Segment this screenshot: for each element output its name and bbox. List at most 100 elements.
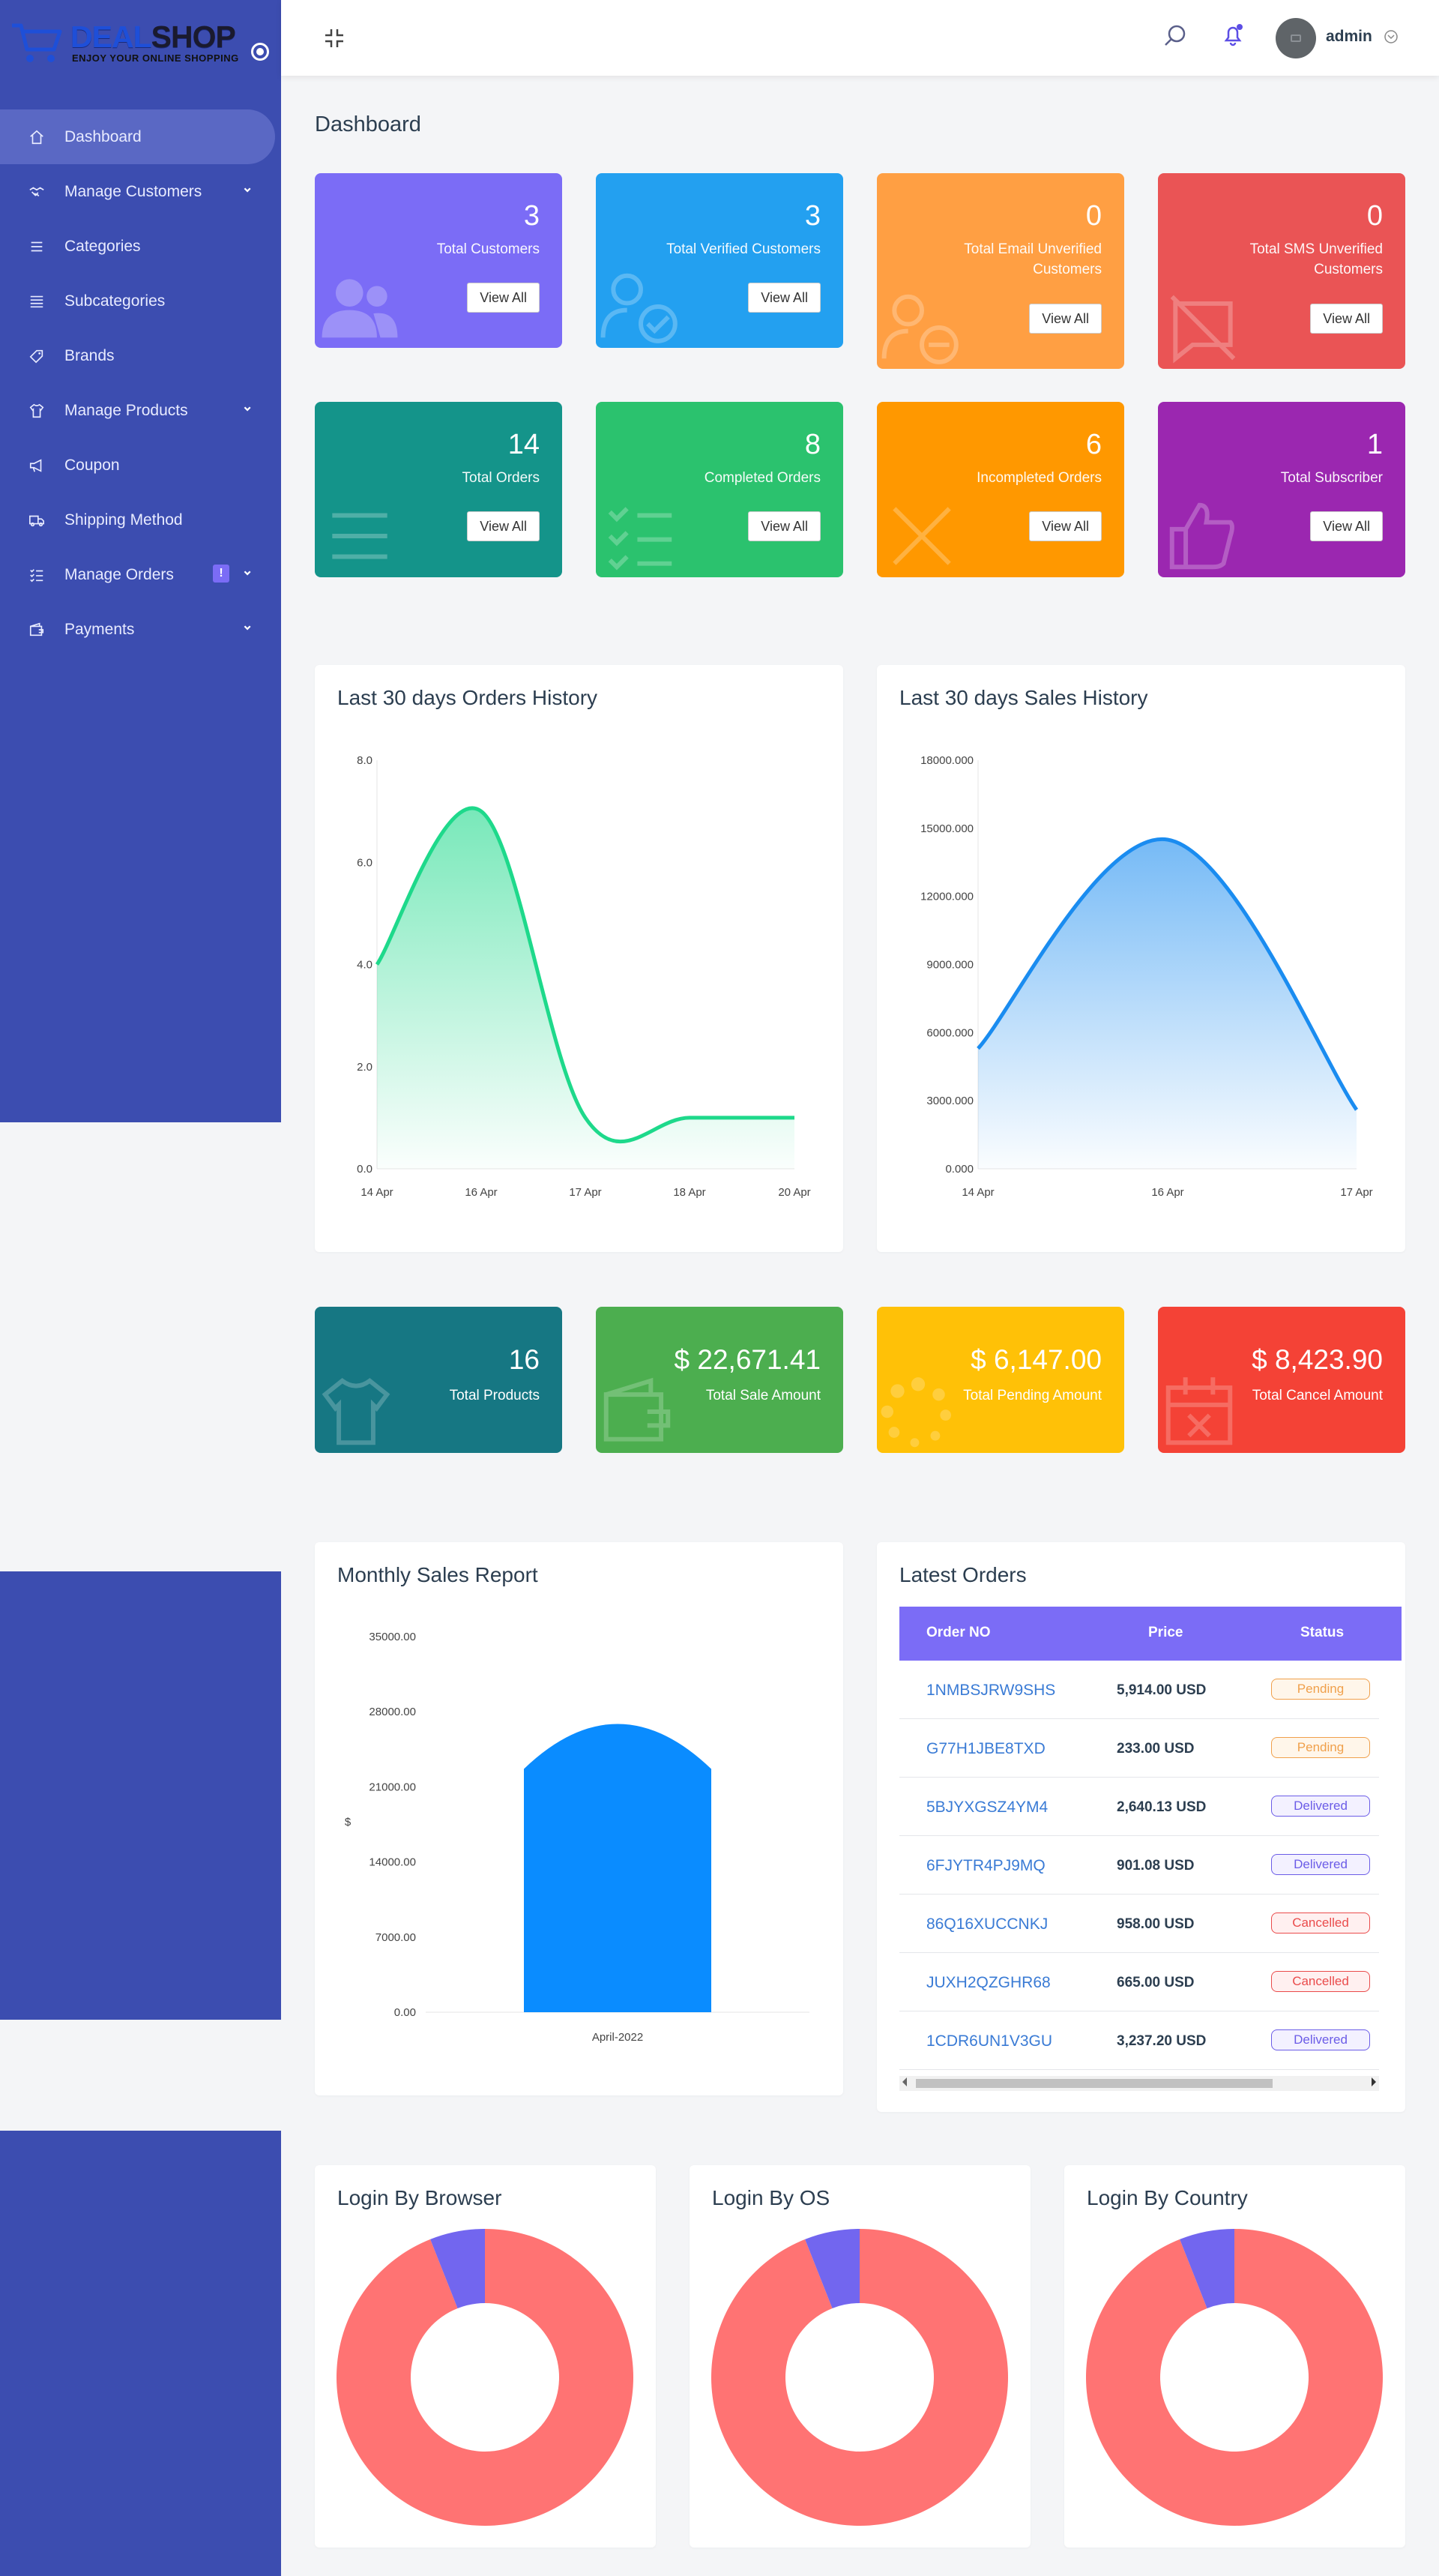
stat-value: $ 6,147.00 [971, 1344, 1102, 1375]
sidebar-item-categories[interactable]: Categories [0, 219, 281, 274]
summary-card: 0 Total Email Unverified Customers View Al… [877, 173, 1124, 369]
order-price: 2,640.13 USD [1117, 1799, 1207, 1815]
monthly-report-title: Monthly Sales Report [337, 1563, 538, 1586]
scrollbar-thumb[interactable] [916, 2079, 1273, 2088]
sidebar-item-coupon[interactable]: Coupon [0, 438, 281, 493]
stat-card: $ 6,147.00 Total Pending Amount [877, 1307, 1124, 1453]
scroll-right-arrow-icon[interactable] [1372, 2077, 1376, 2086]
stat-value: $ 8,423.90 [1252, 1344, 1383, 1375]
table-row[interactable]: JUXH2QZGHR68 665.00 USD Cancelled [899, 1953, 1379, 2011]
chevron-down-icon[interactable] [240, 565, 256, 582]
login-donut-chart [711, 2229, 1008, 2526]
view-all-button[interactable]: View All [748, 283, 821, 313]
card-label: Total Subscriber [1280, 470, 1383, 486]
order-number-link[interactable]: G77H1JBE8TXD [926, 1740, 1046, 1757]
stat-label: Total Sale Amount [705, 1388, 821, 1403]
sales-history-chart: 0.000 3000.000 6000.000 9000.000 12000.000 15… [920, 754, 1373, 1199]
sales-history-panel: Last 30 days Sales History 0.000 3000.000… [877, 665, 1405, 1252]
sidebar-item-manage-orders[interactable]: Manage Orders! [0, 547, 281, 602]
chevron-down-icon[interactable] [240, 182, 256, 199]
brand-name-deal: DEAL [70, 19, 152, 54]
table-row[interactable]: 5BJYXGSZ4YM4 2,640.13 USD Delivered [899, 1778, 1379, 1836]
column-header-order-no[interactable]: Order NO [926, 1625, 991, 1640]
order-number-link[interactable]: JUXH2QZGHR68 [926, 1974, 1051, 1991]
sidebar-item-label: Shipping Method [64, 511, 183, 529]
view-all-button[interactable]: View All [467, 511, 540, 541]
order-number-link[interactable]: 5BJYXGSZ4YM4 [926, 1799, 1049, 1816]
summary-card: 6 Incompleted Orders View All [877, 402, 1124, 577]
sidebar-item-label: Manage Orders [64, 565, 174, 583]
pie-slice [337, 2229, 633, 2526]
stat-label: Total Cancel Amount [1252, 1388, 1383, 1403]
x-tick-label: April-2022 [592, 2031, 643, 2044]
y-tick-label: 0.0 [357, 1163, 372, 1176]
view-all-button[interactable]: View All [748, 511, 821, 541]
page-title: Dashboard [315, 112, 421, 136]
order-number-link[interactable]: 86Q16XUCCNKJ [926, 1916, 1049, 1933]
chevron-down-icon[interactable] [240, 401, 256, 418]
username-label[interactable]: admin [1326, 28, 1372, 45]
card-label: Total SMS Unverified Customers [1249, 241, 1383, 277]
collapse-icon[interactable] [323, 27, 346, 49]
status-badge: Delivered [1271, 1796, 1370, 1817]
order-number-link[interactable]: 1CDR6UN1V3GU [926, 2032, 1053, 2050]
sidebar-item-label: Coupon [64, 456, 120, 474]
scroll-left-arrow-icon[interactable] [902, 2077, 907, 2086]
y-tick-label: 4.0 [357, 959, 372, 972]
sidebar-item-manage-products[interactable]: Manage Products [0, 383, 281, 438]
y-tick-label: 35000.00 [369, 1631, 416, 1643]
login-chart-panel: Login By OS [690, 2165, 1031, 2548]
bell-icon[interactable] [1219, 21, 1246, 48]
table-row[interactable]: G77H1JBE8TXD 233.00 USD Pending [899, 1719, 1379, 1778]
view-all-button[interactable]: View All [1310, 304, 1383, 334]
table-row[interactable]: 6FJYTR4PJ9MQ 901.08 USD Delivered [899, 1836, 1379, 1895]
chevron-down-icon[interactable] [240, 620, 256, 637]
view-all-button[interactable]: View All [1310, 511, 1383, 541]
calendar-x-icon [1158, 1370, 1240, 1453]
table-row[interactable]: 1NMBSJRW9SHS 5,914.00 USD Pending [899, 1661, 1379, 1719]
alert-badge: ! [213, 565, 229, 583]
search-icon[interactable] [1162, 22, 1189, 49]
sidebar: DEALSHOP ENJOY YOUR ONLINE SHOPPING Dash… [0, 0, 281, 1122]
login-chart-title: Login By OS [712, 2186, 830, 2209]
sidebar-item-subcategories[interactable]: Subcategories [0, 274, 281, 328]
table-row[interactable]: 86Q16XUCCNKJ 958.00 USD Cancelled [899, 1895, 1379, 1953]
card-value: 14 [507, 429, 540, 460]
order-number-link[interactable]: 1NMBSJRW9SHS [926, 1682, 1056, 1699]
y-tick-label: 3000.000 [926, 1095, 974, 1107]
stat-card: $ 8,423.90 Total Cancel Amount [1158, 1307, 1405, 1453]
megaphone-icon [28, 457, 45, 474]
view-all-button[interactable]: View All [1029, 511, 1102, 541]
sidebar-item-label: Categories [64, 237, 141, 255]
y-tick-label: 7000.00 [375, 1931, 416, 1944]
table-row[interactable]: 1CDR6UN1V3GU 3,237.20 USD Delivered [899, 2011, 1379, 2070]
summary-card: 3 Total Verified Customers View All [596, 173, 843, 348]
brand-name: DEALSHOP [70, 19, 236, 55]
pie-slice [1086, 2229, 1383, 2526]
order-number-link[interactable]: 6FJYTR4PJ9MQ [926, 1857, 1046, 1874]
top-header: admin [281, 0, 1439, 76]
status-badge: Pending [1271, 1679, 1370, 1700]
sidebar-item-dashboard[interactable]: Dashboard [0, 109, 275, 164]
list-icon [315, 495, 405, 577]
view-all-button[interactable]: View All [467, 283, 540, 313]
column-header-status[interactable]: Status [1300, 1625, 1345, 1640]
pie-slice [430, 2229, 485, 2308]
shirt-icon [28, 403, 45, 419]
truck-icon [28, 512, 45, 529]
card-value: 3 [523, 200, 540, 232]
sidebar-item-shipping-method[interactable]: Shipping Method [0, 493, 281, 547]
column-header-price[interactable]: Price [1148, 1625, 1183, 1640]
sidebar-item-manage-customers[interactable]: Manage Customers [0, 164, 281, 219]
sidebar-pin-toggle[interactable] [251, 43, 269, 61]
horizontal-scrollbar[interactable] [899, 2076, 1379, 2091]
avatar[interactable] [1276, 18, 1316, 58]
order-price: 233.00 USD [1117, 1741, 1195, 1757]
sidebar-item-payments[interactable]: Payments [0, 602, 281, 657]
sidebar-item-brands[interactable]: Brands [0, 328, 281, 383]
brand-logo[interactable]: DEALSHOP ENJOY YOUR ONLINE SHOPPING [10, 18, 250, 70]
login-chart-panel: Login By Browser [315, 2165, 656, 2548]
user-check-icon [596, 265, 686, 348]
view-all-button[interactable]: View All [1029, 304, 1102, 334]
chevron-down-icon[interactable] [1383, 28, 1399, 45]
